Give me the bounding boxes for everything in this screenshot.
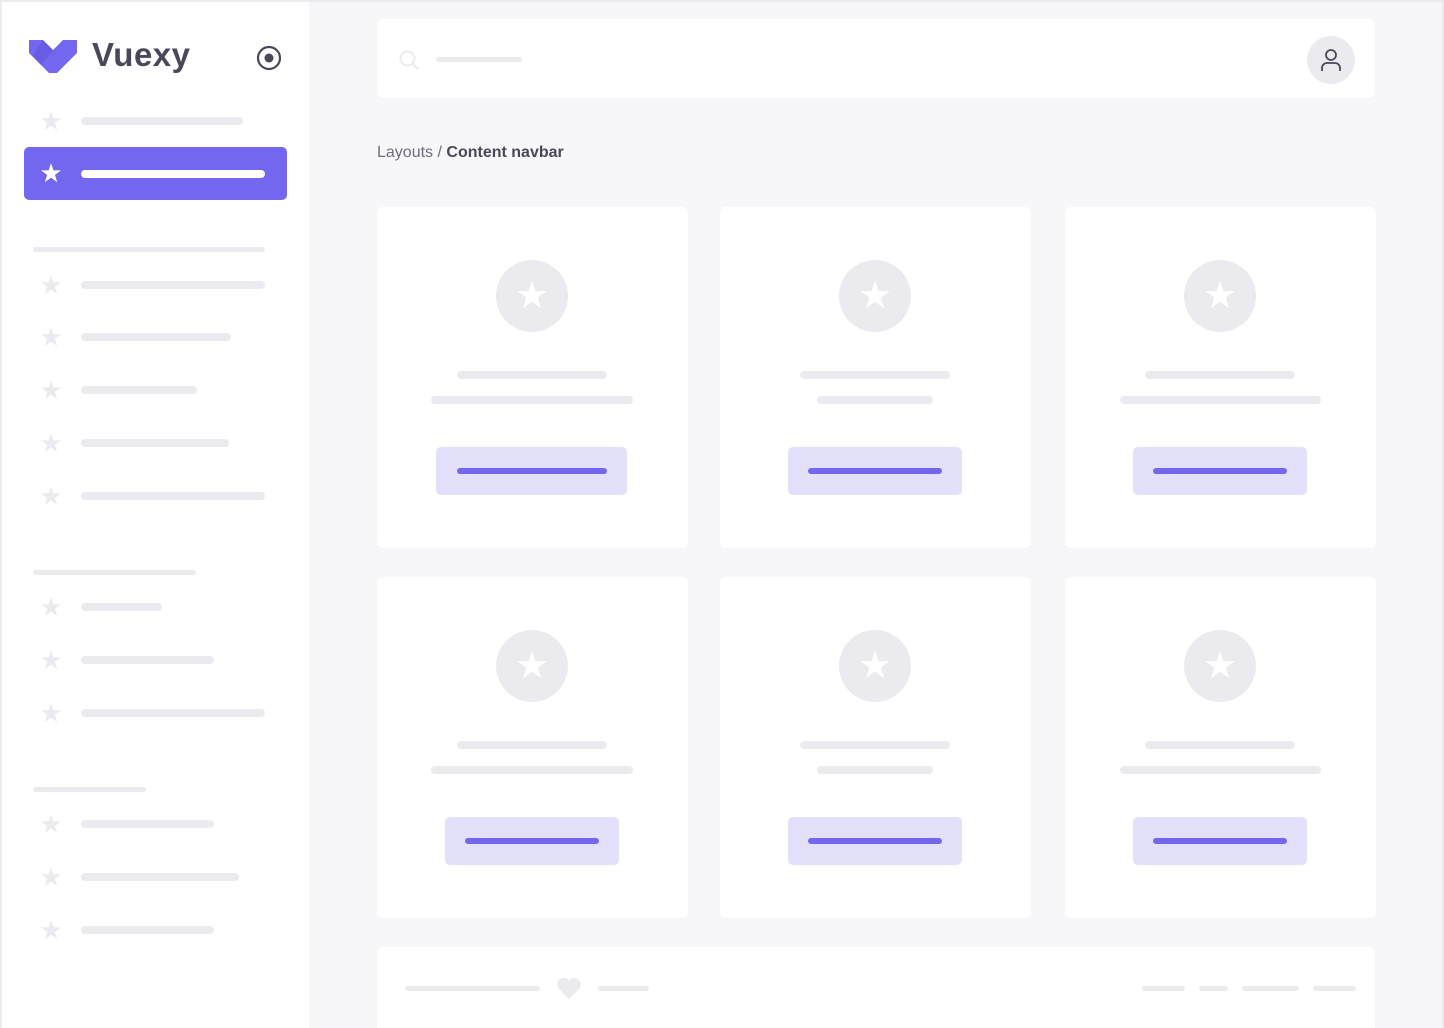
vuexy-logo (29, 40, 77, 73)
footer-text (598, 986, 649, 991)
sidebar-item[interactable] (81, 439, 229, 447)
card-button[interactable] (788, 817, 962, 865)
footer-link[interactable] (1142, 986, 1185, 991)
sidebar-item[interactable] (81, 820, 214, 828)
star-icon: ★ (39, 106, 63, 136)
card-subtitle (431, 396, 633, 404)
star-icon: ★ (39, 915, 63, 945)
card-button[interactable] (1133, 817, 1307, 865)
sidebar-item[interactable] (81, 492, 265, 500)
card-button[interactable] (436, 447, 627, 495)
card-subtitle (431, 766, 633, 774)
section-divider (33, 787, 146, 792)
sidebar-item[interactable] (81, 386, 197, 394)
section-divider (33, 247, 265, 252)
heart-icon (557, 977, 581, 999)
star-icon: ★ (839, 630, 911, 702)
star-icon: ★ (39, 322, 63, 352)
sidebar-item[interactable] (81, 603, 162, 611)
card: ★ (1065, 207, 1376, 548)
star-icon: ★ (39, 645, 63, 675)
card: ★ (1065, 577, 1376, 918)
card: ★ (377, 207, 688, 548)
footer-link[interactable] (1313, 986, 1356, 991)
card-button-label (465, 838, 599, 844)
star-icon: ★ (39, 862, 63, 892)
card-title (800, 741, 950, 749)
brand-name: Vuexy (92, 36, 191, 73)
card-subtitle (1120, 396, 1321, 404)
card-button-label (1153, 468, 1287, 474)
sidebar: Vuexy ★ ★ ★ ★ ★ ★ ★ ★ ★ ★ ★ ★ ★ (2, 2, 309, 1028)
card-subtitle (817, 766, 933, 774)
star-icon: ★ (496, 260, 568, 332)
card-title (1145, 371, 1295, 379)
card-title (1145, 741, 1295, 749)
star-icon: ★ (39, 428, 63, 458)
card-button[interactable] (788, 447, 962, 495)
card-button-label (457, 468, 607, 474)
card-button[interactable] (445, 817, 619, 865)
card-button-label (808, 838, 942, 844)
sidebar-item[interactable] (81, 117, 243, 125)
footer-link[interactable] (1242, 986, 1299, 991)
footer-text (405, 986, 540, 991)
star-icon: ★ (39, 375, 63, 405)
card-button-label (808, 468, 942, 474)
breadcrumb: Layouts / Content navbar (377, 144, 564, 162)
card-title (457, 741, 607, 749)
card: ★ (720, 207, 1031, 548)
star-icon: ★ (39, 158, 63, 188)
sidebar-item[interactable] (81, 333, 231, 341)
section-divider (33, 570, 196, 575)
radio-circle-icon[interactable] (256, 45, 282, 71)
footer (377, 947, 1375, 1028)
sidebar-item[interactable] (81, 656, 214, 664)
star-icon: ★ (496, 630, 568, 702)
footer-link[interactable] (1199, 986, 1228, 991)
card-button[interactable] (1133, 447, 1307, 495)
user-icon (1321, 49, 1341, 71)
star-icon: ★ (839, 260, 911, 332)
star-icon: ★ (39, 698, 63, 728)
sidebar-item-active[interactable]: ★ (24, 147, 287, 200)
navbar (377, 19, 1375, 98)
sidebar-item[interactable] (81, 281, 265, 289)
star-icon: ★ (1184, 260, 1256, 332)
breadcrumb-parent[interactable]: Layouts (377, 144, 434, 161)
search-input[interactable] (436, 57, 522, 62)
card-button-label (1153, 838, 1287, 844)
search-icon[interactable] (399, 50, 419, 70)
sidebar-item[interactable] (81, 926, 214, 934)
card: ★ (377, 577, 688, 918)
card: ★ (720, 577, 1031, 918)
sidebar-item[interactable] (81, 873, 239, 881)
star-icon: ★ (1184, 630, 1256, 702)
star-icon: ★ (39, 481, 63, 511)
sidebar-item[interactable] (81, 709, 265, 717)
card-title (457, 371, 607, 379)
breadcrumb-separator: / (433, 144, 447, 161)
card-subtitle (817, 396, 933, 404)
sidebar-item-label (81, 170, 265, 178)
star-icon: ★ (39, 809, 63, 839)
avatar[interactable] (1307, 36, 1355, 84)
card-title (800, 371, 950, 379)
star-icon: ★ (39, 270, 63, 300)
card-subtitle (1120, 766, 1321, 774)
star-icon: ★ (39, 592, 63, 622)
breadcrumb-current: Content navbar (446, 144, 564, 161)
